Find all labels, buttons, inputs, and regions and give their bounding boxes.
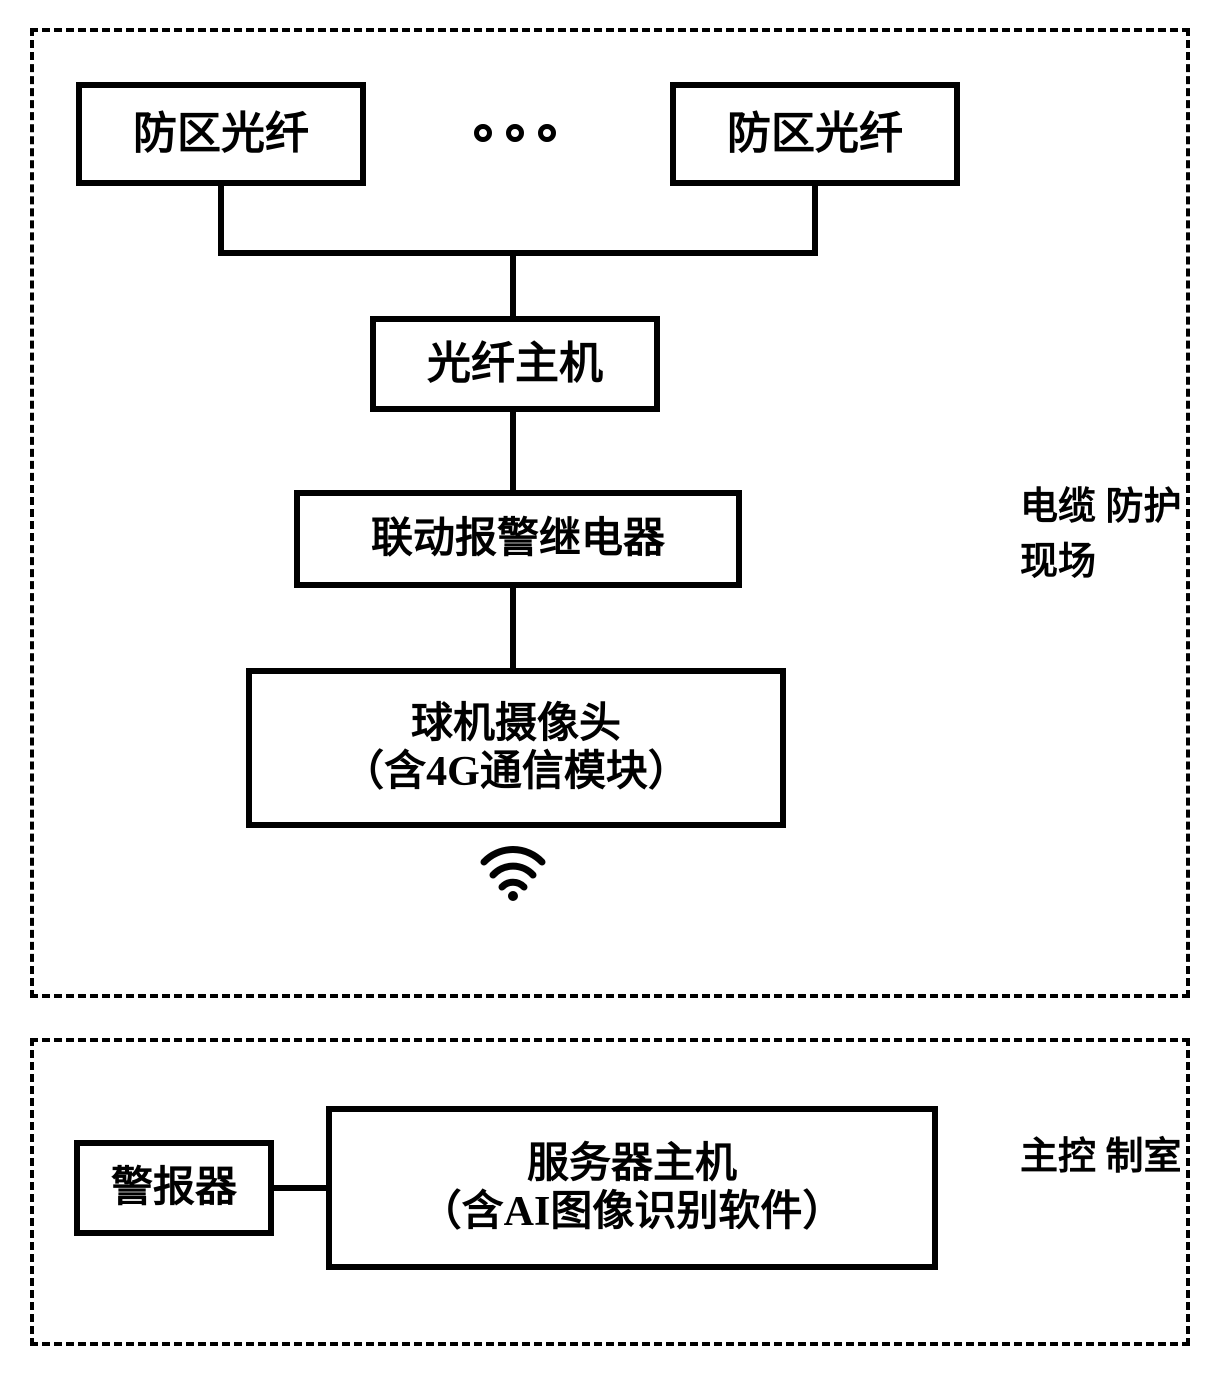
relay-label: 联动报警继电器	[371, 515, 665, 563]
node-relay: 联动报警继电器	[294, 490, 742, 588]
node-fiber-host: 光纤主机	[370, 316, 660, 412]
field-site-label: 电缆 防护 现场	[1020, 480, 1223, 590]
fiber-zone-left-label: 防区光纤	[133, 109, 309, 160]
dot-icon	[538, 124, 556, 142]
field-site-label-text: 电缆 防护 现场	[1020, 480, 1223, 590]
edge	[274, 1185, 326, 1191]
node-fiber-zone-right: 防区光纤	[670, 82, 960, 186]
node-server: 服务器主机 （含AI图像识别软件）	[326, 1106, 938, 1270]
dot-icon	[474, 124, 492, 142]
node-camera: 球机摄像头 （含4G通信模块）	[246, 668, 786, 828]
fiber-zone-right-label: 防区光纤	[727, 109, 903, 160]
fiber-host-label: 光纤主机	[427, 339, 603, 390]
control-room-label: 主控 制室	[1020, 1130, 1182, 1185]
node-fiber-zone-left: 防区光纤	[76, 82, 366, 186]
edge	[812, 186, 818, 256]
server-label: 服务器主机 （含AI图像识别软件）	[420, 1140, 845, 1237]
edge-bus	[218, 250, 818, 256]
dot-icon	[506, 124, 524, 142]
edge	[510, 588, 516, 668]
node-alarm: 警报器	[74, 1140, 274, 1236]
edge	[510, 250, 516, 316]
control-room-label-text: 主控 制室	[1020, 1130, 1182, 1185]
alarm-label: 警报器	[111, 1164, 237, 1212]
wireless-icon	[478, 844, 548, 904]
edge	[218, 186, 224, 256]
camera-label: 球机摄像头 （含4G通信模块）	[342, 700, 690, 797]
ellipsis-dots	[474, 124, 556, 142]
edge	[510, 412, 516, 490]
